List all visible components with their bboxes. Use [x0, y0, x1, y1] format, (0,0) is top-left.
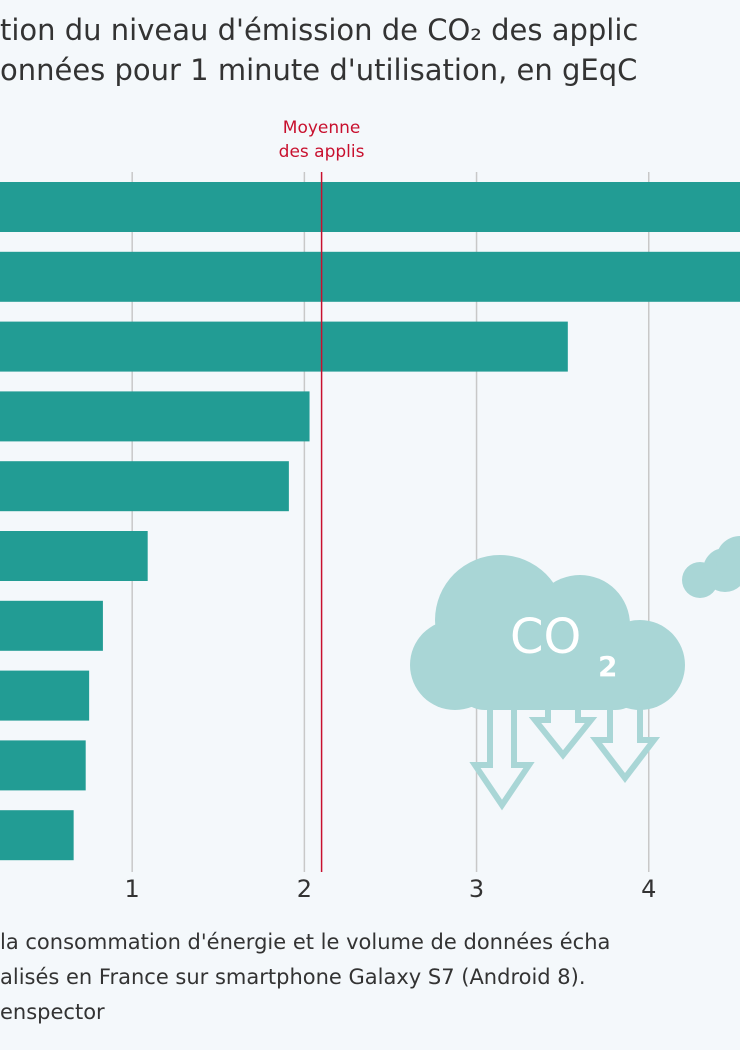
- cloud-label: CO: [510, 609, 581, 665]
- co2-cloud-illustration: [410, 536, 740, 811]
- x-tick-label: 1: [125, 875, 140, 903]
- bar: [0, 251, 740, 302]
- bar: [0, 740, 86, 791]
- bar: [0, 670, 90, 721]
- footnote: alisés en France sur smartphone Galaxy S…: [0, 965, 586, 989]
- bar: [0, 810, 74, 861]
- x-tick-label: 4: [641, 875, 656, 903]
- x-tick-label: 2: [297, 875, 312, 903]
- bar: [0, 182, 740, 232]
- reference-label: Moyenne: [283, 118, 361, 138]
- footnote: enspector: [0, 1000, 105, 1024]
- chart-title: onnées pour 1 minute d'utilisation, en g…: [0, 53, 637, 87]
- bar: [0, 461, 289, 512]
- bar: [0, 600, 103, 651]
- bar: [0, 531, 148, 581]
- bar: [0, 321, 568, 372]
- cloud-label-subscript: 2: [598, 650, 617, 683]
- footnote: la consommation d'énergie et le volume d…: [0, 930, 610, 954]
- bar: [0, 391, 310, 442]
- chart-title: tion du niveau d'émission de CO₂ des app…: [0, 13, 638, 47]
- x-tick-label: 3: [469, 875, 484, 903]
- reference-label: des applis: [279, 142, 365, 162]
